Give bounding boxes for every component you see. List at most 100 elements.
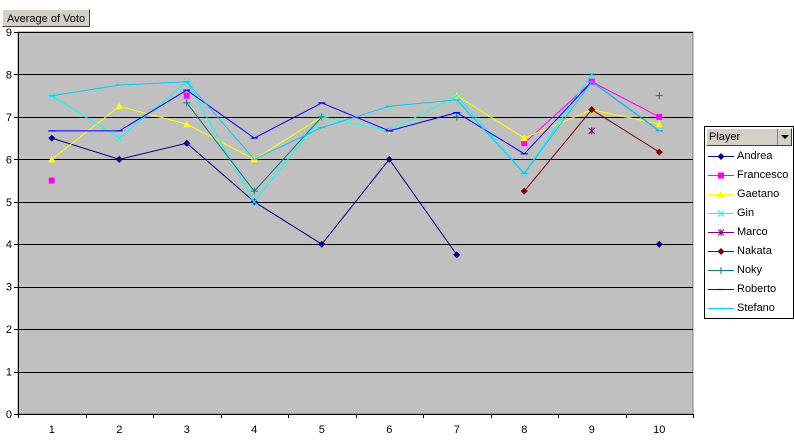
legend-title: Player bbox=[709, 131, 741, 143]
data-point-gin bbox=[588, 71, 596, 78]
data-point-gaetano bbox=[183, 120, 191, 128]
legend-swatch-marker bbox=[717, 210, 725, 217]
legend-items: Andrea Francesco Gaetano Gin Marco Nakata Noky… bbox=[705, 147, 793, 318]
y-tick-label: 6 bbox=[6, 154, 12, 166]
field-button-average-of-voto[interactable]: Average of Voto bbox=[2, 9, 91, 27]
data-point-andrea bbox=[655, 240, 663, 248]
x-tick-label: 4 bbox=[251, 424, 257, 436]
series-stefano bbox=[48, 81, 663, 175]
y-tick-label: 5 bbox=[6, 197, 12, 209]
y-tick-label: 7 bbox=[6, 112, 12, 124]
chevron-down-icon[interactable] bbox=[777, 129, 791, 145]
legend-swatch bbox=[708, 153, 734, 160]
y-tick-label: 0 bbox=[6, 409, 12, 421]
data-point-andrea bbox=[385, 155, 393, 163]
legend-item-andrea[interactable]: Andrea bbox=[705, 147, 793, 166]
y-tick-label: 2 bbox=[6, 324, 12, 336]
y-tick-label: 9 bbox=[6, 27, 12, 39]
x-tick-label: 9 bbox=[589, 424, 595, 436]
y-tick-label: 4 bbox=[6, 239, 12, 251]
x-tick-label: 2 bbox=[116, 424, 122, 436]
legend-swatch bbox=[708, 267, 734, 274]
legend-swatch-marker bbox=[717, 153, 725, 160]
legend-swatch bbox=[708, 288, 734, 291]
data-point-gaetano bbox=[115, 102, 123, 110]
x-tick-label: 3 bbox=[184, 424, 190, 436]
data-point-gaetano bbox=[48, 155, 56, 163]
data-point-noky bbox=[183, 99, 191, 107]
data-point-nakata bbox=[655, 148, 663, 156]
data-point-francesco bbox=[48, 177, 55, 184]
legend-swatch-marker bbox=[718, 172, 724, 179]
data-point-noky bbox=[250, 187, 258, 195]
data-point-noky bbox=[453, 113, 461, 121]
gridlines bbox=[14, 32, 693, 415]
data-point-nakata bbox=[588, 106, 596, 114]
x-tick-label: 8 bbox=[521, 424, 527, 436]
series-group bbox=[48, 71, 663, 259]
series-line-stefano bbox=[51, 81, 660, 175]
x-tick-label: 5 bbox=[319, 424, 325, 436]
y-tick-label: 8 bbox=[6, 69, 12, 81]
legend-swatch-marker bbox=[717, 229, 725, 236]
data-point-andrea bbox=[183, 139, 191, 147]
legend-item-gin[interactable]: Gin bbox=[705, 204, 793, 223]
legend-label: Roberto bbox=[737, 283, 777, 295]
data-point-gaetano bbox=[520, 134, 528, 142]
data-point-francesco bbox=[656, 113, 663, 120]
y-tick-label: 1 bbox=[6, 367, 12, 379]
legend-item-marco[interactable]: Marco bbox=[705, 223, 793, 242]
legend-swatch-marker bbox=[717, 248, 725, 255]
data-point-gaetano bbox=[655, 120, 663, 128]
series-nakata bbox=[520, 106, 663, 195]
legend-swatch-marker bbox=[717, 191, 725, 198]
legend: Player Andrea Francesco Gaetano Gin Marco Nak… bbox=[704, 126, 794, 319]
legend-label: Marco bbox=[737, 226, 768, 238]
series-noky bbox=[183, 92, 663, 195]
legend-swatch bbox=[708, 248, 734, 255]
x-tick-label: 6 bbox=[386, 424, 392, 436]
legend-item-nakata[interactable]: Nakata bbox=[705, 242, 793, 261]
legend-swatch bbox=[708, 210, 734, 217]
legend-item-gaetano[interactable]: Gaetano bbox=[705, 185, 793, 204]
legend-item-roberto[interactable]: Roberto bbox=[705, 280, 793, 299]
legend-swatch bbox=[708, 172, 734, 179]
legend-swatch bbox=[708, 191, 734, 198]
x-tick-label: 10 bbox=[653, 424, 665, 436]
data-point-noky bbox=[318, 113, 326, 121]
data-point-gin bbox=[115, 134, 123, 142]
legend-swatch bbox=[708, 229, 734, 236]
series-marco bbox=[588, 127, 596, 135]
legend-label: Noky bbox=[737, 264, 763, 276]
plot-area bbox=[17, 31, 694, 415]
legend-swatch bbox=[708, 307, 734, 310]
data-point-nakata bbox=[520, 187, 528, 195]
legend-label: Nakata bbox=[737, 245, 772, 257]
legend-label: Gaetano bbox=[737, 188, 780, 200]
legend-label: Gin bbox=[737, 207, 755, 219]
data-point-andrea bbox=[453, 251, 461, 259]
data-point-andrea bbox=[318, 240, 326, 248]
data-point-francesco bbox=[521, 140, 528, 147]
legend-field-button[interactable]: Player bbox=[706, 128, 792, 146]
data-point-gin bbox=[453, 92, 461, 100]
data-point-andrea bbox=[115, 155, 123, 163]
x-tick-label: 7 bbox=[454, 424, 460, 436]
legend-item-stefano[interactable]: Stefano bbox=[705, 299, 793, 318]
legend-item-noky[interactable]: Noky bbox=[705, 261, 793, 280]
data-point-andrea bbox=[48, 134, 56, 142]
legend-item-francesco[interactable]: Francesco bbox=[705, 166, 793, 185]
data-point-noky bbox=[655, 92, 663, 100]
x-tick-label: 1 bbox=[49, 424, 55, 436]
data-point-francesco bbox=[183, 92, 190, 99]
data-point-marco bbox=[588, 127, 596, 135]
legend-label: Andrea bbox=[737, 150, 773, 162]
data-point-gin bbox=[250, 198, 258, 206]
axes bbox=[18, 32, 694, 418]
legend-label: Francesco bbox=[737, 169, 789, 181]
y-tick-labels: 0 1 2 3 4 5 6 7 8 9 bbox=[6, 27, 12, 421]
legend-swatch-marker bbox=[717, 267, 725, 274]
x-tick-labels: 1 2 3 4 5 6 7 8 9 10 bbox=[49, 424, 666, 436]
y-tick-label: 3 bbox=[6, 282, 12, 294]
